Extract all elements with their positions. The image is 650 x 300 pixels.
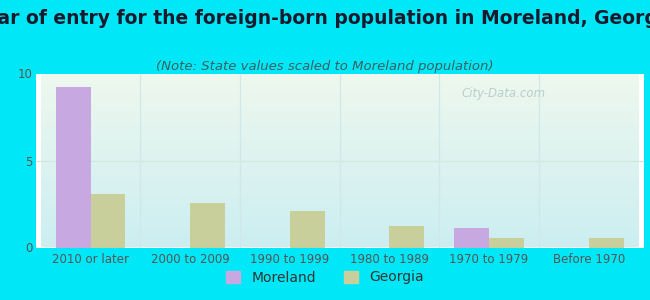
Text: (Note: State values scaled to Moreland population): (Note: State values scaled to Moreland p… (156, 60, 494, 73)
Bar (90, 194, 125, 247)
Text: Year of entry for the foreign-born population in Moreland, Georgia: Year of entry for the foreign-born popul… (0, 9, 650, 28)
Bar (589, 238, 623, 247)
Bar (489, 238, 524, 247)
Legend: Moreland, Georgia: Moreland, Georgia (221, 265, 429, 290)
Bar (389, 226, 424, 247)
Bar (454, 228, 489, 248)
Bar (190, 203, 225, 248)
Text: City-Data.com: City-Data.com (462, 87, 545, 101)
Bar (290, 211, 325, 247)
Bar (56, 87, 90, 248)
